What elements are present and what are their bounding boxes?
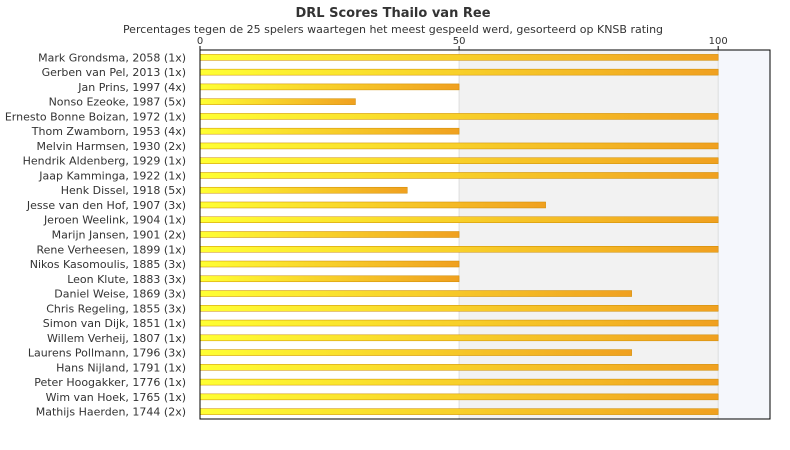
chart-title: DRL Scores Thailo van Ree bbox=[295, 6, 490, 21]
chart-subtitle: Percentages tegen de 25 spelers waartege… bbox=[123, 23, 663, 36]
bar bbox=[199, 393, 719, 401]
bar bbox=[199, 231, 460, 238]
category-label: Peter Hoogakker, 1776 (1x) bbox=[34, 376, 186, 389]
bar bbox=[199, 201, 546, 209]
bar bbox=[199, 83, 460, 91]
bar bbox=[199, 319, 719, 327]
plot-frame bbox=[199, 49, 771, 420]
category-label: Hans Nijland, 1791 (1x) bbox=[56, 361, 186, 374]
bar bbox=[199, 157, 719, 164]
bar bbox=[199, 246, 719, 253]
bar bbox=[199, 305, 719, 312]
category-label: Gerben van Pel, 2013 (1x) bbox=[42, 66, 186, 79]
category-label: Simon van Dijk, 1851 (1x) bbox=[43, 317, 186, 330]
category-label: Thom Zwamborn, 1953 (4x) bbox=[31, 125, 186, 138]
bar bbox=[199, 113, 719, 120]
bar bbox=[199, 334, 719, 342]
category-label: Laurens Pollmann, 1796 (3x) bbox=[28, 347, 186, 360]
category-label: Nikos Kasomoulis, 1885 (3x) bbox=[30, 258, 186, 271]
category-label: Leon Klute, 1883 (3x) bbox=[67, 273, 186, 286]
bar bbox=[199, 142, 719, 150]
category-label: Wim van Hoek, 1765 (1x) bbox=[46, 391, 186, 404]
tick-label: 0 bbox=[197, 36, 203, 47]
category-label: Mathijs Haerden, 1744 (2x) bbox=[36, 406, 186, 419]
bar bbox=[199, 127, 460, 135]
bar bbox=[199, 98, 356, 105]
bar bbox=[199, 408, 719, 415]
category-label: Jan Prins, 1997 (4x) bbox=[77, 81, 186, 94]
category-label: Henk Dissel, 1918 (5x) bbox=[61, 184, 186, 197]
category-label: Jeroen Weelink, 1904 (1x) bbox=[43, 214, 186, 227]
tick-label: 100 bbox=[709, 36, 728, 47]
bar bbox=[199, 364, 719, 371]
category-label: Hendrik Aldenberg, 1929 (1x) bbox=[23, 155, 186, 168]
category-label: Nonso Ezeoke, 1987 (5x) bbox=[49, 96, 186, 109]
category-labels: Mark Grondsma, 2058 (1x) Gerben van Pel, … bbox=[5, 51, 186, 418]
plot-band bbox=[459, 50, 719, 419]
category-label: Melvin Harmsen, 1930 (2x) bbox=[37, 140, 186, 153]
bar bbox=[199, 216, 719, 223]
bar bbox=[199, 186, 408, 194]
plot-band bbox=[718, 50, 770, 419]
category-label: Willem Verheij, 1807 (1x) bbox=[47, 332, 186, 345]
bar bbox=[199, 260, 460, 268]
bar bbox=[199, 68, 719, 76]
category-label: Chris Regeling, 1855 (3x) bbox=[46, 302, 186, 315]
category-label: Mark Grondsma, 2058 (1x) bbox=[38, 51, 186, 64]
category-label: Rene Verheesen, 1899 (1x) bbox=[37, 243, 186, 256]
tick-label: 50 bbox=[453, 36, 466, 47]
bar bbox=[199, 378, 719, 386]
bar bbox=[199, 349, 632, 356]
category-label: Marijn Jansen, 1901 (2x) bbox=[52, 229, 186, 242]
bar bbox=[199, 275, 460, 283]
x-axis-ticks: 0 50 100 bbox=[197, 36, 728, 50]
category-label: Daniel Weise, 1869 (3x) bbox=[54, 288, 186, 301]
category-label: Ernesto Bonne Boizan, 1972 (1x) bbox=[5, 110, 186, 123]
bar bbox=[199, 290, 632, 297]
bar bbox=[199, 54, 719, 61]
bar bbox=[199, 172, 719, 179]
category-label: Jesse van den Hof, 1907 (3x) bbox=[26, 199, 186, 212]
category-label: Jaap Kamminga, 1922 (1x) bbox=[38, 169, 186, 182]
